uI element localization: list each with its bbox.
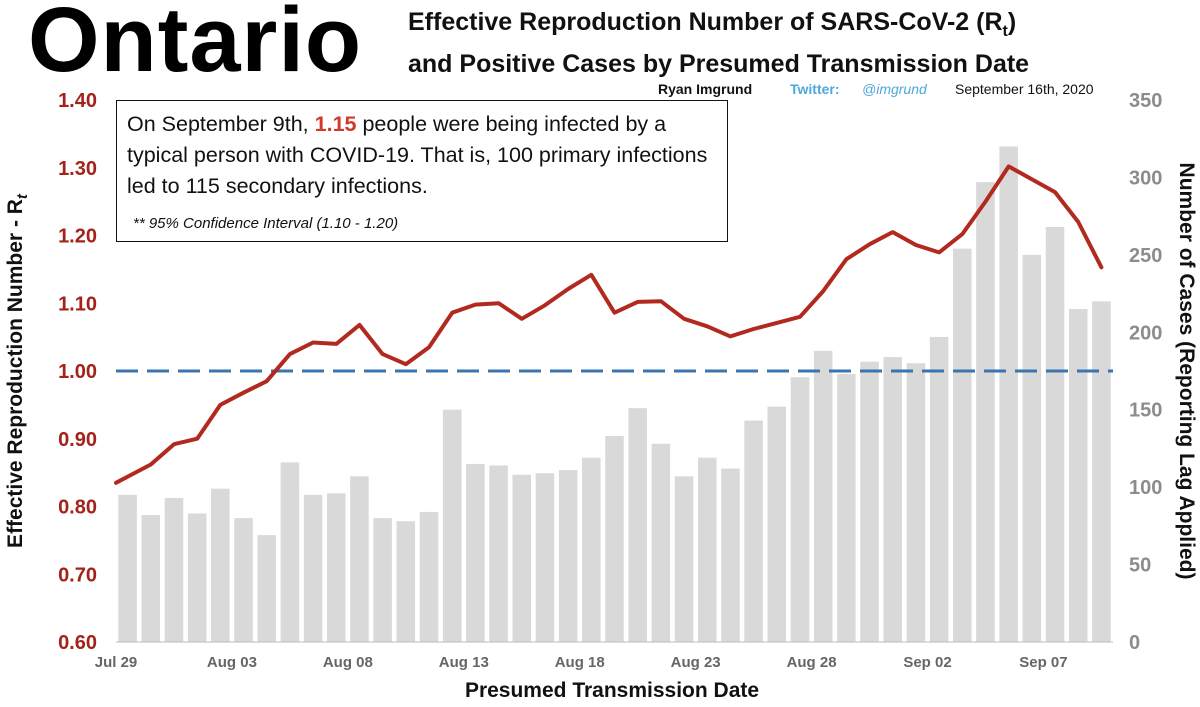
case-bar <box>813 350 833 642</box>
case-bar <box>535 473 555 642</box>
cases-axis-tick-label: 0 <box>1129 632 1140 654</box>
annotation-text: On September 9th, 1.15 people were being… <box>127 112 708 198</box>
case-bar <box>837 374 856 642</box>
case-bar <box>1068 309 1088 642</box>
case-bar <box>350 476 369 642</box>
case-bar <box>326 493 346 642</box>
x-axis-tick-label: Sep 07 <box>1019 654 1067 671</box>
case-bar <box>929 336 949 642</box>
case-bar <box>860 361 879 642</box>
rt-axis-title-subscript: t <box>14 193 31 199</box>
case-bar <box>883 357 903 642</box>
case-bar <box>767 406 787 642</box>
x-axis-title: Presumed Transmission Date <box>465 679 759 702</box>
rt-axis-title: Effective Reproduction Number - Rt <box>4 193 31 548</box>
province-name: Ontario <box>28 0 363 91</box>
case-bar <box>790 377 810 642</box>
case-bar <box>628 408 647 642</box>
case-bar <box>234 518 253 642</box>
twitter-handle[interactable]: @imgrund <box>862 81 927 97</box>
case-bar <box>187 513 207 642</box>
case-bar <box>1045 226 1065 643</box>
case-bar <box>373 518 392 642</box>
case-bar <box>1022 254 1042 642</box>
rt-axis-tick-label: 1.10 <box>58 293 97 315</box>
author-name: Ryan Imgrund <box>658 81 753 97</box>
cases-axis-tick-label: 250 <box>1129 245 1162 267</box>
rt-axis-tick-label: 1.30 <box>58 158 97 180</box>
rt-line <box>114 164 1104 485</box>
case-bar <box>906 363 926 642</box>
publish-date: September 16th, 2020 <box>955 81 1094 97</box>
x-axis-tick-label: Aug 13 <box>439 654 489 671</box>
rt-axis-title-main: Effective Reproduction Number - R <box>4 199 27 548</box>
case-bar <box>141 515 161 642</box>
case-bar <box>303 494 323 642</box>
x-axis-tick-label: Aug 23 <box>671 654 721 671</box>
case-bar <box>280 462 300 642</box>
rt-axis-tick-label: 0.70 <box>58 564 97 586</box>
x-axis-tick-label: Jul 29 <box>95 654 138 671</box>
cases-axis-tick-label: 100 <box>1129 477 1162 499</box>
case-bar <box>953 248 972 643</box>
rt-axis-tick-label: 0.90 <box>58 429 97 451</box>
case-bar <box>721 468 740 642</box>
rt-axis-tick-label: 1.40 <box>58 90 97 112</box>
x-axis-tick-label: Aug 28 <box>787 654 837 671</box>
case-bar <box>211 488 230 642</box>
chart-title: Effective Reproduction Number of SARS-Co… <box>408 6 1198 81</box>
cases-axis-tick-label: 350 <box>1129 90 1162 112</box>
case-bar <box>442 409 462 642</box>
case-bar <box>651 443 671 642</box>
twitter-label: Twitter: <box>790 81 840 97</box>
case-bar <box>976 182 995 642</box>
case-bar <box>257 535 276 642</box>
cases-axis-tick-label: 150 <box>1129 400 1162 422</box>
annotation-box: On September 9th, 1.15 people were being… <box>116 100 728 242</box>
cases-axis-title: Number of Cases (Reporting Lag Applied) <box>1175 163 1198 580</box>
case-bar <box>605 436 624 642</box>
annotation-highlight-value: 1.15 <box>314 112 357 136</box>
case-bar <box>118 494 137 642</box>
rt-axis-tick-label: 0.60 <box>58 632 97 654</box>
chart-title-line-2: and Positive Cases by Presumed Transmiss… <box>408 50 1030 78</box>
case-bar <box>999 146 1018 642</box>
case-bar <box>396 521 416 642</box>
x-axis-tick-label: Aug 18 <box>555 654 605 671</box>
cases-axis-tick-label: 300 <box>1129 167 1162 189</box>
rt-axis-tick-label: 1.20 <box>58 226 97 248</box>
rt-axis-tick-label: 1.00 <box>58 361 97 383</box>
confidence-interval-note: ** 95% Confidence Interval (1.10 - 1.20) <box>133 215 399 232</box>
case-bar <box>697 457 717 642</box>
rt-axis-tick-label: 0.80 <box>58 497 97 519</box>
case-bar <box>558 470 578 642</box>
case-bar <box>1092 301 1111 642</box>
case-bar <box>744 420 763 642</box>
x-axis-tick-label: Sep 02 <box>903 654 951 671</box>
case-bar <box>582 457 601 642</box>
cases-axis-tick-label: 200 <box>1129 322 1162 344</box>
case-bar <box>466 463 485 642</box>
case-bar <box>512 474 532 642</box>
x-axis-tick-label: Aug 08 <box>323 654 373 671</box>
case-bar <box>674 476 694 642</box>
x-axis-tick-label: Aug 03 <box>207 654 257 671</box>
case-bar <box>489 465 508 642</box>
chart-title-line-1: Effective Reproduction Number of SARS-Co… <box>408 8 1017 40</box>
cases-axis-tick-label: 50 <box>1129 555 1151 577</box>
case-bar <box>419 511 439 642</box>
case-bar <box>164 497 184 642</box>
